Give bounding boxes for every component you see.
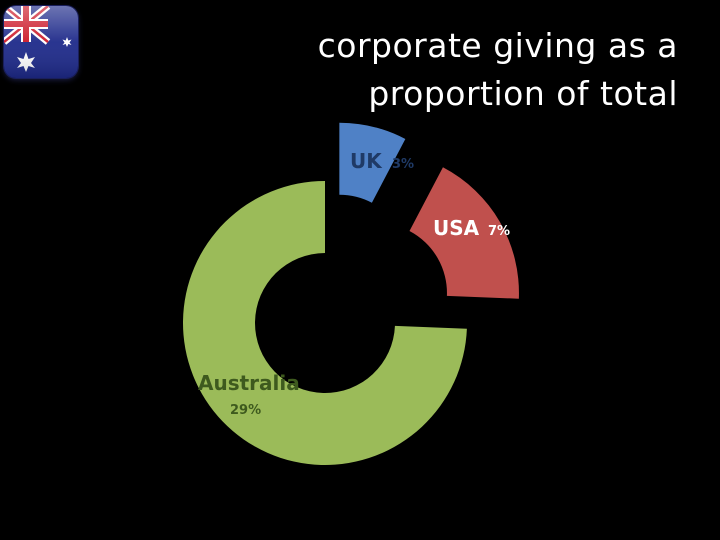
chart-title-line-2: proportion of total	[368, 74, 678, 113]
slice-label-usa: USA	[433, 216, 480, 240]
slice-label-uk: UK	[350, 149, 383, 173]
slice-usa	[409, 167, 519, 299]
chart-title-line-1: corporate giving as a	[317, 26, 678, 65]
chart-title: corporate giving as a proportion of tota…	[198, 22, 678, 118]
slice-australia	[182, 181, 467, 465]
australia-flag-icon	[4, 6, 78, 78]
slice-uk	[339, 122, 406, 203]
slice-label-australia: Australia	[198, 371, 300, 395]
slice-value-australia: 29%	[230, 403, 261, 418]
slice-value-usa: 7%	[488, 224, 510, 239]
slice-value-uk: 3%	[392, 157, 414, 172]
